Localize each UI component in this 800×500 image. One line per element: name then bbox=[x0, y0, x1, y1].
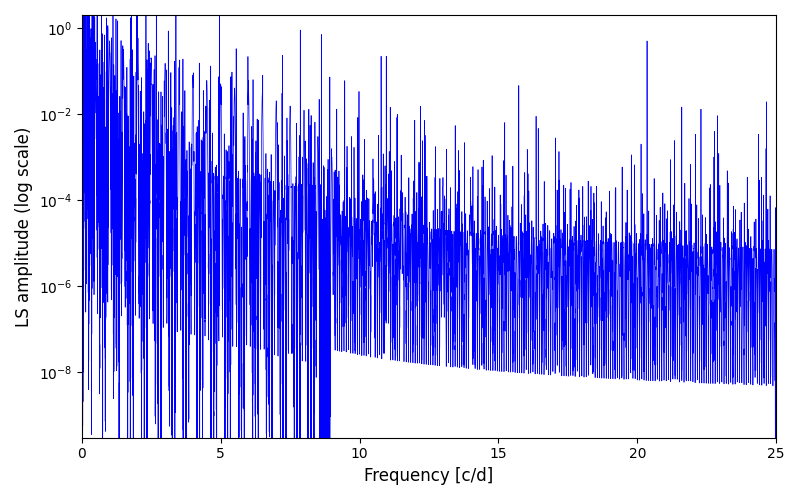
Y-axis label: LS amplitude (log scale): LS amplitude (log scale) bbox=[15, 126, 33, 326]
X-axis label: Frequency [c/d]: Frequency [c/d] bbox=[364, 467, 494, 485]
